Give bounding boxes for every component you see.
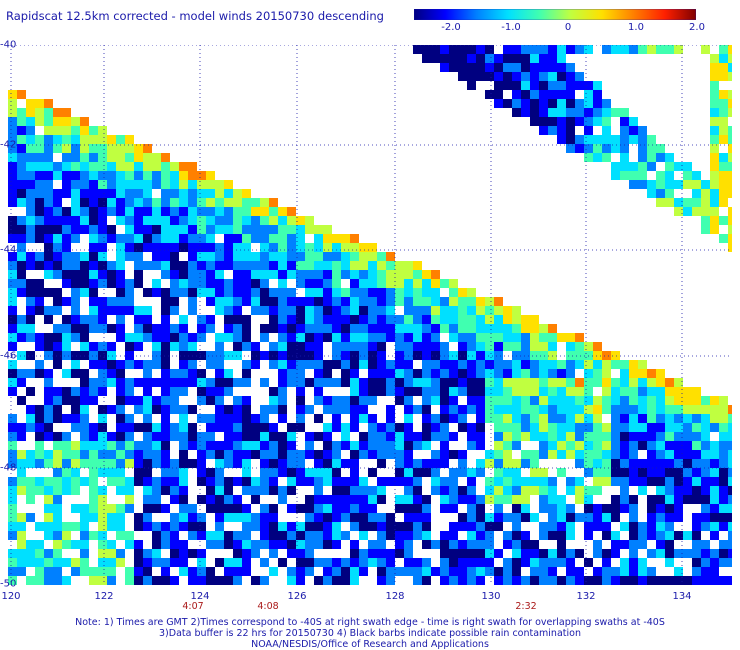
chart-title: Rapidscat 12.5km corrected - model winds… [6,9,384,23]
colorbar-label-0: -2.0 [441,22,461,33]
lon-label-130: 130 [481,591,501,602]
colorbar [414,9,696,20]
lat-label-48: -48 [0,462,17,474]
lat-label-44: -44 [0,244,17,256]
lat-label-50: -50 [0,578,17,590]
graticule [8,45,732,585]
colorbar-label-4: 2.0 [689,22,705,33]
wind-cells [8,45,732,585]
swath-time-2: 4:08 [257,601,279,612]
note-line-2: 3)Data buffer is 22 hrs for 20150730 4) … [159,628,581,639]
colorbar-label-2: 0 [564,22,572,33]
swath-time-3: 2:32 [515,601,537,612]
swath-time-1: 4:07 [182,601,204,612]
lat-label-46: -46 [0,350,17,362]
colorbar-label-3: 1.0 [628,22,644,33]
lat-label-40: -40 [0,39,17,51]
lat-label-42: -42 [0,139,17,151]
lon-label-120: 120 [1,591,21,602]
lon-label-128: 128 [385,591,405,602]
lon-label-122: 122 [94,591,114,602]
lon-label-132: 132 [576,591,596,602]
lon-label-124: 124 [190,591,210,602]
lon-label-126: 126 [287,591,307,602]
note-line-3: NOAA/NESDIS/Office of Research and Appli… [251,639,489,650]
wind-difference-map [8,45,732,585]
note-line-1: Note: 1) Times are GMT 2)Times correspon… [75,617,665,628]
colorbar-label-1: -1.0 [501,22,521,33]
lon-label-134: 134 [672,591,692,602]
